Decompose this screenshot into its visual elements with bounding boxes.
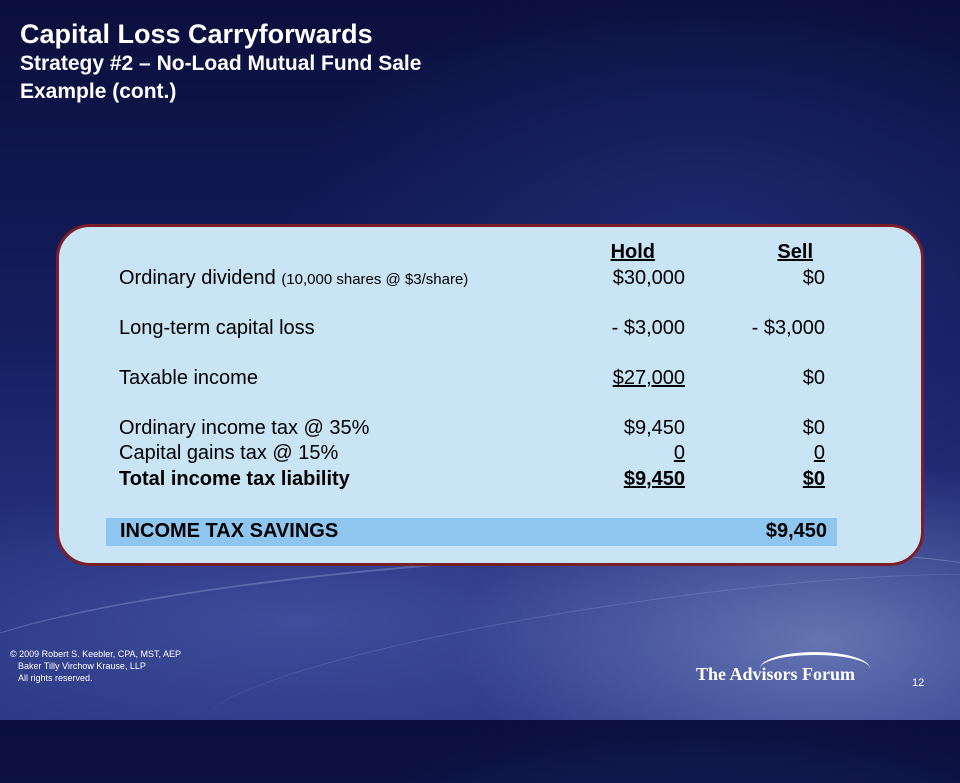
hold-value: $9,450 <box>623 468 685 490</box>
slide-title: Capital Loss Carryforwards <box>20 19 373 49</box>
savings-label: INCOME TAX SAVINGS <box>120 520 339 542</box>
hold-value: 0 <box>673 442 685 464</box>
row-label: Taxable income <box>119 367 258 389</box>
row-label: Capital gains tax @ 15% <box>119 442 339 464</box>
row-label: Total income tax liability <box>119 468 350 490</box>
hold-value: - $3,000 <box>611 317 685 339</box>
logo-arc <box>760 652 870 685</box>
copyright-line: © 2009 Robert S. Keebler, CPA, MST, AEP <box>10 649 182 659</box>
sell-value: - $3,000 <box>751 317 825 339</box>
copyright-line: Baker Tilly Virchow Krause, LLP <box>18 661 146 671</box>
sell-value: $0 <box>802 367 825 389</box>
row-capital-gains-tax: Capital gains tax @ 15% 0 0 <box>59 442 921 468</box>
title-block: Capital Loss Carryforwards Strategy #2 –… <box>20 18 421 106</box>
sell-value: 0 <box>813 442 825 464</box>
row-ordinary-dividend: Ordinary dividend (10,000 shares @ $3/sh… <box>59 267 921 293</box>
sell-column-header: Sell <box>777 241 813 263</box>
row-long-term-capital-loss: Long-term capital loss - $3,000 - $3,000 <box>59 317 921 343</box>
row-label: Ordinary income tax @ 35% <box>119 417 370 439</box>
row-ordinary-income-tax: Ordinary income tax @ 35% $9,450 $0 <box>59 417 921 443</box>
copyright-notice: © 2009 Robert S. Keebler, CPA, MST, AEP … <box>10 648 181 684</box>
row-label: Ordinary dividend <box>119 267 276 289</box>
copyright-line: All rights reserved. <box>18 673 93 683</box>
hold-value: $30,000 <box>612 267 685 289</box>
row-total-income-tax-liability: Total income tax liability $9,450 $0 <box>59 468 921 494</box>
hold-value: $27,000 <box>612 367 685 389</box>
slide-subtitle-line2: Example (cont.) <box>20 80 177 103</box>
income-tax-savings-bar: INCOME TAX SAVINGS $9,450 <box>106 518 837 546</box>
sell-value: $0 <box>802 417 825 439</box>
hold-column-header: Hold <box>610 241 655 263</box>
advisors-forum-logo: The Advisors Forum <box>696 664 856 684</box>
row-note: (10,000 shares @ $3/share) <box>281 271 469 288</box>
row-taxable-income: Taxable income $27,000 $0 <box>59 367 921 393</box>
sell-value: $0 <box>802 468 825 490</box>
sell-value: $0 <box>802 267 825 289</box>
savings-value: $9,450 <box>765 520 827 542</box>
row-label: Long-term capital loss <box>119 317 315 339</box>
page-number: 12 <box>912 677 925 689</box>
hold-value: $9,450 <box>623 417 685 439</box>
comparison-panel: Hold Sell Ordinary dividend (10,000 shar… <box>56 224 924 566</box>
slide-subtitle-line1: Strategy #2 – No-Load Mutual Fund Sale <box>20 52 422 75</box>
